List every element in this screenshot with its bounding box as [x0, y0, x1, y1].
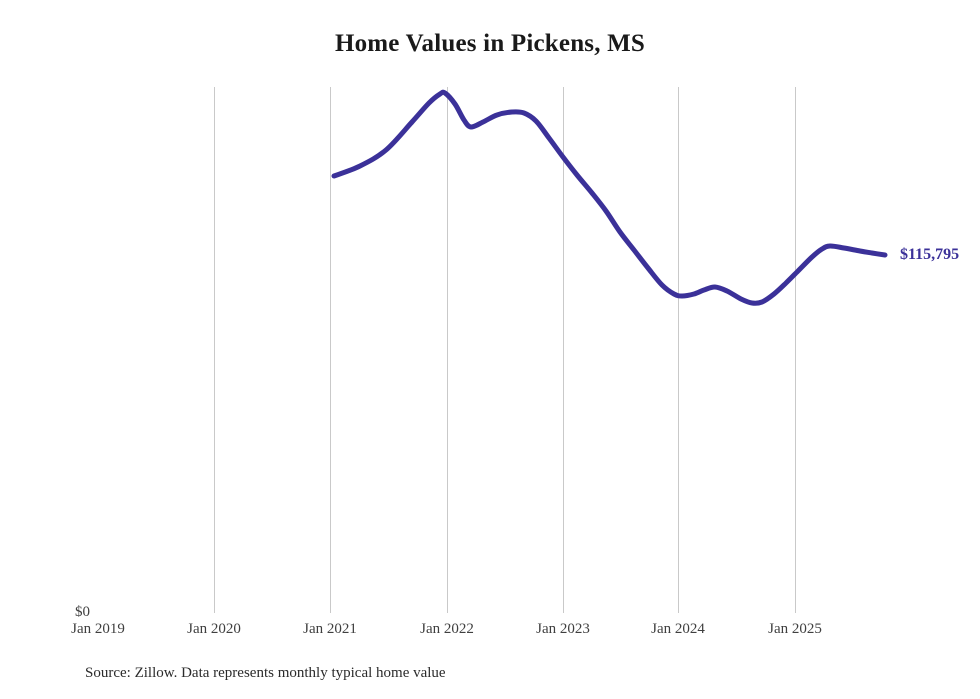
chart-title: Home Values in Pickens, MS [334, 30, 646, 57]
end-value-label: $115,795 [900, 246, 960, 263]
x-tick-label: Jan 2022 [420, 621, 474, 637]
source-note: Source: Zillow. Data represents monthly … [85, 665, 446, 681]
x-tick-label: Jan 2023 [536, 621, 590, 637]
x-tick-label: Jan 2024 [651, 621, 705, 637]
home-value-line [331, 89, 888, 306]
gridline-1 [330, 87, 331, 613]
gridline-2 [447, 87, 448, 613]
gridline-0 [214, 87, 215, 613]
x-tick-label: Jan 2020 [187, 621, 241, 637]
x-tick-label: Jan 2019 [71, 621, 125, 637]
gridline-3 [563, 87, 564, 613]
gridline-4 [678, 87, 679, 613]
x-tick-label: Jan 2021 [303, 621, 357, 637]
y-tick-label: $0 [75, 604, 90, 620]
gridline-5 [795, 87, 796, 613]
x-tick-label: Jan 2025 [768, 621, 822, 637]
